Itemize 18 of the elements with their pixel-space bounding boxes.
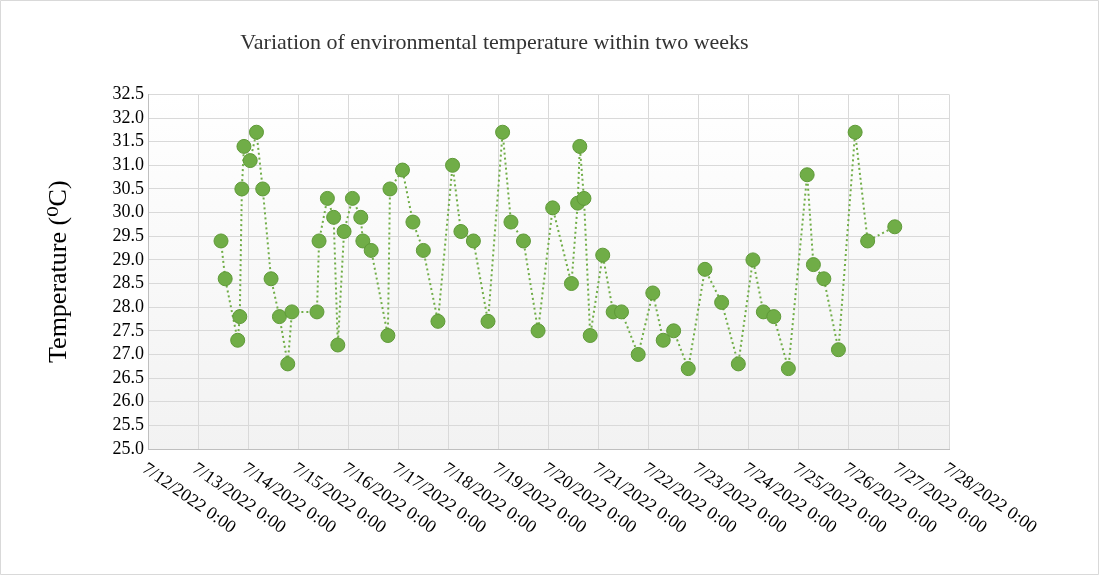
y-axis-title: Temperature (⁰C)	[43, 180, 73, 363]
y-tick-label: 26.0	[112, 390, 144, 411]
y-tick-label: 32.0	[112, 106, 144, 127]
y-tick-label: 31.5	[112, 130, 144, 151]
y-tick-label: 27.5	[112, 319, 144, 340]
y-tick-label: 28.0	[112, 295, 144, 316]
y-tick-label: 28.5	[112, 272, 144, 293]
y-tick-label: 31.0	[112, 154, 144, 175]
y-tick-label: 29.0	[112, 248, 144, 269]
y-tick-label: 30.0	[112, 201, 144, 222]
y-tick-label: 32.5	[112, 83, 144, 104]
y-tick-label: 26.5	[112, 366, 144, 387]
y-tick-label: 29.5	[112, 224, 144, 245]
y-tick-label: 25.5	[112, 414, 144, 435]
y-tick-label: 25.0	[112, 437, 144, 458]
y-tick-label: 27.0	[112, 343, 144, 364]
y-tick-label: 30.5	[112, 177, 144, 198]
chart-title: Variation of environmental temperature within two weeks	[240, 28, 749, 54]
